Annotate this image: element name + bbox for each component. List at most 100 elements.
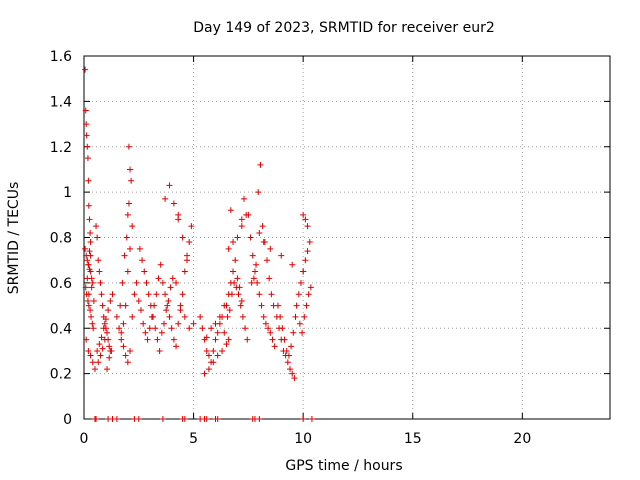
data-point	[179, 234, 186, 241]
data-point	[88, 313, 95, 320]
data-point	[84, 298, 91, 305]
data-point	[129, 313, 136, 320]
chart-title: Day 149 of 2023, SRMTID for receiver eur…	[193, 20, 495, 36]
data-point	[107, 298, 114, 305]
data-point	[173, 343, 180, 350]
data-point	[127, 166, 134, 173]
y-tick-label: 0.8	[50, 231, 72, 247]
data-point	[87, 307, 94, 314]
data-point	[82, 107, 89, 114]
data-point	[237, 302, 244, 309]
data-point	[300, 211, 307, 218]
data-point	[173, 279, 180, 286]
data-point	[118, 329, 125, 336]
x-tick-label: 15	[404, 431, 422, 447]
ticks-layer: 0 5 10 15 20 0 0.2 0.4 0.6 0.8 1 1.2 1.4 1.6	[50, 49, 610, 447]
data-point	[266, 275, 273, 282]
data-point	[128, 177, 135, 184]
data-point	[233, 284, 240, 291]
data-point	[127, 347, 134, 354]
data-point	[84, 143, 91, 150]
data-point	[93, 416, 100, 422]
data-point	[177, 302, 184, 309]
data-point	[304, 248, 311, 255]
data-point	[113, 313, 120, 320]
data-point	[144, 336, 151, 343]
data-point	[302, 257, 309, 264]
data-point	[99, 302, 106, 309]
data-point	[306, 239, 313, 246]
data-point	[84, 257, 91, 264]
data-point	[188, 223, 195, 230]
data-point	[124, 268, 131, 275]
data-point	[86, 216, 93, 223]
data-point	[268, 291, 275, 298]
data-point	[223, 302, 230, 309]
data-point	[162, 195, 169, 202]
data-point	[300, 416, 307, 422]
data-point	[146, 325, 153, 332]
data-point	[258, 302, 265, 309]
data-point	[168, 325, 175, 332]
data-point	[159, 416, 166, 422]
data-point	[214, 416, 221, 422]
data-point	[267, 329, 274, 336]
data-point	[97, 352, 104, 359]
data-point	[117, 302, 124, 309]
data-point	[169, 275, 176, 282]
data-point	[248, 279, 255, 286]
data-point	[104, 366, 111, 373]
data-point	[256, 291, 263, 298]
data-point	[157, 261, 164, 268]
data-point	[240, 195, 247, 202]
data-point	[186, 325, 193, 332]
data-point	[214, 352, 221, 359]
data-point	[85, 202, 92, 209]
data-point	[122, 352, 129, 359]
data-point	[234, 234, 241, 241]
data-point	[145, 291, 152, 298]
data-point	[85, 177, 92, 184]
data-point	[253, 261, 260, 268]
data-point	[83, 132, 90, 139]
data-point	[249, 252, 256, 259]
data-point	[108, 347, 115, 354]
data-point	[120, 343, 127, 350]
data-point	[225, 245, 232, 252]
data-point	[235, 291, 242, 298]
data-point	[186, 239, 193, 246]
data-point	[84, 275, 91, 282]
data-point	[170, 200, 177, 207]
data-point	[82, 284, 89, 291]
data-point	[260, 239, 267, 246]
data-point	[143, 279, 150, 286]
data-point	[95, 359, 102, 366]
data-point	[136, 245, 143, 252]
data-point	[267, 245, 274, 252]
data-point	[87, 239, 94, 246]
data-point	[152, 325, 159, 332]
data-point	[308, 416, 315, 422]
y-tick-label: 0.4	[50, 321, 72, 337]
data-point	[175, 320, 182, 327]
y-tick-label: 0	[63, 412, 72, 428]
data-point	[87, 229, 94, 236]
data-point	[147, 302, 154, 309]
data-point	[251, 268, 258, 275]
data-point	[284, 359, 291, 366]
data-point	[283, 347, 290, 354]
data-point	[155, 275, 162, 282]
data-point	[208, 325, 215, 332]
data-point	[288, 343, 295, 350]
data-point	[303, 302, 310, 309]
data-point	[285, 352, 292, 359]
data-point	[86, 248, 93, 255]
data-point	[118, 336, 125, 343]
data-point	[307, 284, 314, 291]
data-point	[135, 298, 142, 305]
data-point	[179, 291, 186, 298]
data-point	[181, 268, 188, 275]
data-point	[278, 252, 285, 259]
data-point	[94, 234, 101, 241]
data-point	[230, 268, 237, 275]
